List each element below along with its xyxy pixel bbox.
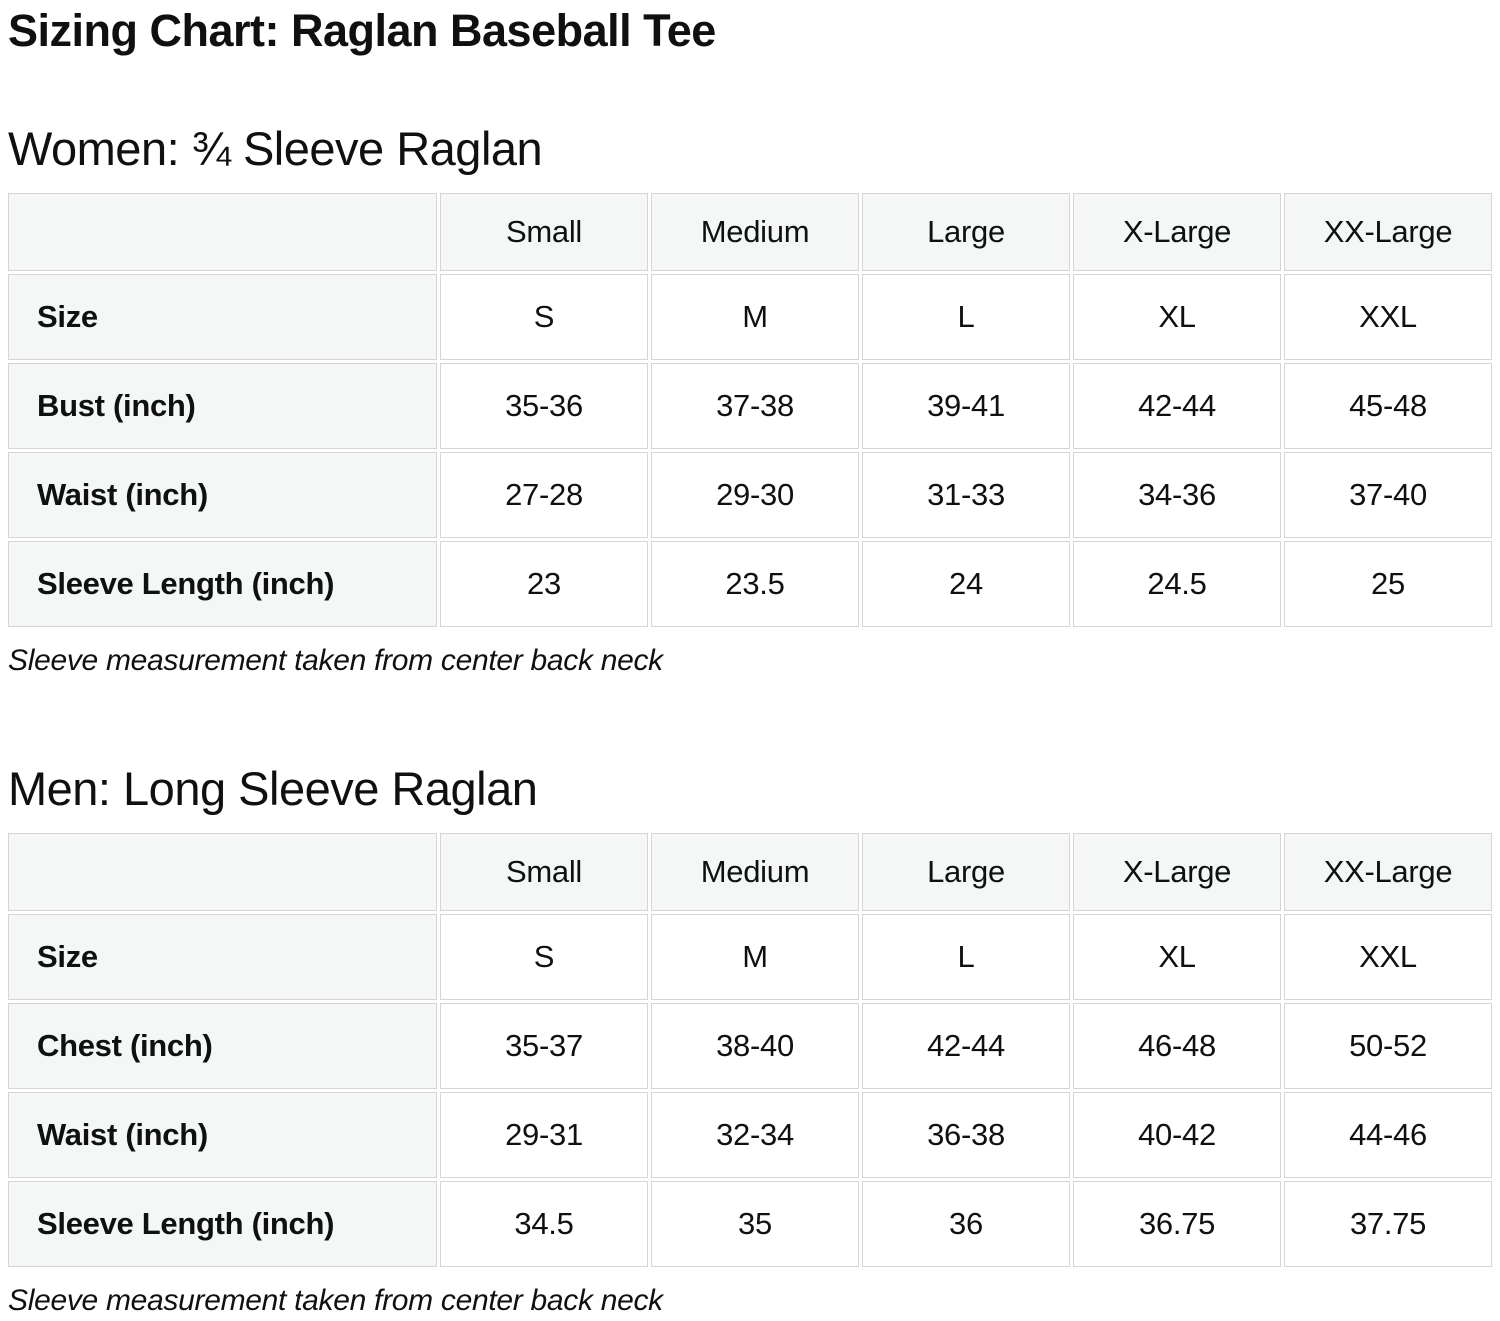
men-row-sleeve-length: Sleeve Length (inch) 34.5 35 36 36.75 37… xyxy=(8,1181,1492,1268)
men-header-large: Large xyxy=(862,833,1070,912)
men-size-table: Small Medium Large X-Large XX-Large Size… xyxy=(5,830,1495,1270)
table-cell: 42-44 xyxy=(1073,362,1281,449)
women-section-heading: Women: ¾ Sleeve Raglan xyxy=(8,121,543,175)
table-cell: M xyxy=(651,273,859,360)
men-row-size: Size S M L XL XXL xyxy=(8,914,1492,1001)
table-cell: 34.5 xyxy=(440,1181,648,1268)
women-row-size: Size S M L XL XXL xyxy=(8,273,1492,360)
table-cell: 29-30 xyxy=(651,451,859,538)
women-row-sleeve-length: Sleeve Length (inch) 23 23.5 24 24.5 25 xyxy=(8,540,1492,627)
table-cell: 23 xyxy=(440,540,648,627)
table-cell: 36-38 xyxy=(862,1092,1070,1179)
table-cell: 39-41 xyxy=(862,362,1070,449)
women-header-xlarge: X-Large xyxy=(1073,192,1281,271)
women-row-bust: Bust (inch) 35-36 37-38 39-41 42-44 45-4… xyxy=(8,362,1492,449)
table-cell: M xyxy=(651,914,859,1001)
table-cell: S xyxy=(440,914,648,1001)
sizing-chart-page: Sizing Chart: Raglan Baseball Tee Women:… xyxy=(0,6,1500,1319)
men-header-xxlarge: XX-Large xyxy=(1284,833,1492,912)
men-header-medium: Medium xyxy=(651,833,859,912)
table-cell: 34-36 xyxy=(1073,451,1281,538)
table-cell: 35-37 xyxy=(440,1003,648,1090)
women-header-empty xyxy=(8,192,437,271)
men-row-waist: Waist (inch) 29-31 32-34 36-38 40-42 44-… xyxy=(8,1092,1492,1179)
table-cell: 32-34 xyxy=(651,1092,859,1179)
table-cell: 37-40 xyxy=(1284,451,1492,538)
men-header-small: Small xyxy=(440,833,648,912)
table-cell: 24 xyxy=(862,540,1070,627)
table-cell: XXL xyxy=(1284,914,1492,1001)
row-label-size: Size xyxy=(8,273,437,360)
table-cell: 36.75 xyxy=(1073,1181,1281,1268)
row-label-waist: Waist (inch) xyxy=(8,1092,437,1179)
table-cell: 31-33 xyxy=(862,451,1070,538)
table-cell: 24.5 xyxy=(1073,540,1281,627)
table-cell: 35-36 xyxy=(440,362,648,449)
women-size-table: Small Medium Large X-Large XX-Large Size… xyxy=(5,190,1495,630)
table-cell: 42-44 xyxy=(862,1003,1070,1090)
women-table-header-row: Small Medium Large X-Large XX-Large xyxy=(8,192,1492,271)
table-cell: S xyxy=(440,273,648,360)
section-men: Men: Long Sleeve Raglan Small Medium Lar… xyxy=(5,762,1495,1319)
table-cell: 29-31 xyxy=(440,1092,648,1179)
table-cell: 37-38 xyxy=(651,362,859,449)
table-cell: 35 xyxy=(651,1181,859,1268)
table-cell: 36 xyxy=(862,1181,1070,1268)
women-header-small: Small xyxy=(440,192,648,271)
page-title: Sizing Chart: Raglan Baseball Tee xyxy=(8,5,716,56)
table-cell: 50-52 xyxy=(1284,1003,1492,1090)
table-cell: 46-48 xyxy=(1073,1003,1281,1090)
row-label-waist: Waist (inch) xyxy=(8,451,437,538)
row-label-size: Size xyxy=(8,914,437,1001)
table-cell: L xyxy=(862,914,1070,1001)
men-table-header-row: Small Medium Large X-Large XX-Large xyxy=(8,833,1492,912)
table-cell: XL xyxy=(1073,273,1281,360)
men-sleeve-note: Sleeve measurement taken from center bac… xyxy=(8,1284,663,1318)
table-cell: 38-40 xyxy=(651,1003,859,1090)
row-label-sleeve-length: Sleeve Length (inch) xyxy=(8,540,437,627)
table-cell: 37.75 xyxy=(1284,1181,1492,1268)
table-cell: XL xyxy=(1073,914,1281,1001)
table-cell: 44-46 xyxy=(1284,1092,1492,1179)
row-label-sleeve-length: Sleeve Length (inch) xyxy=(8,1181,437,1268)
women-header-medium: Medium xyxy=(651,192,859,271)
table-cell: XXL xyxy=(1284,273,1492,360)
women-sleeve-note: Sleeve measurement taken from center bac… xyxy=(8,643,663,677)
table-cell: 45-48 xyxy=(1284,362,1492,449)
men-header-xlarge: X-Large xyxy=(1073,833,1281,912)
men-section-heading: Men: Long Sleeve Raglan xyxy=(8,762,538,816)
section-women: Women: ¾ Sleeve Raglan Small Medium Larg… xyxy=(5,122,1495,679)
table-cell: 23.5 xyxy=(651,540,859,627)
table-cell: 27-28 xyxy=(440,451,648,538)
row-label-chest: Chest (inch) xyxy=(8,1003,437,1090)
row-label-bust: Bust (inch) xyxy=(8,362,437,449)
men-row-chest: Chest (inch) 35-37 38-40 42-44 46-48 50-… xyxy=(8,1003,1492,1090)
women-header-xxlarge: XX-Large xyxy=(1284,192,1492,271)
table-cell: 40-42 xyxy=(1073,1092,1281,1179)
women-row-waist: Waist (inch) 27-28 29-30 31-33 34-36 37-… xyxy=(8,451,1492,538)
women-header-large: Large xyxy=(862,192,1070,271)
table-cell: 25 xyxy=(1284,540,1492,627)
table-cell: L xyxy=(862,273,1070,360)
men-header-empty xyxy=(8,833,437,912)
